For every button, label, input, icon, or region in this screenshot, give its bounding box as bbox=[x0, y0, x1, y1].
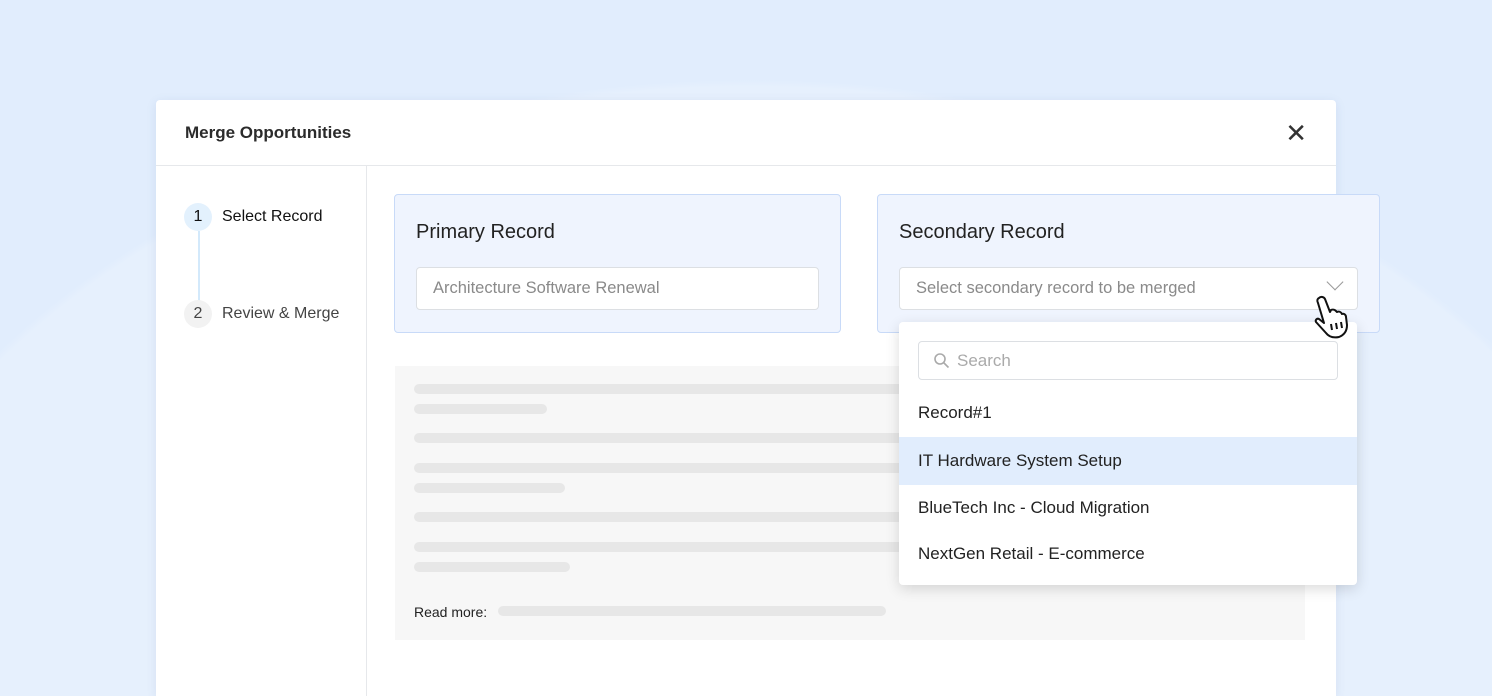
step-number: 2 bbox=[184, 300, 212, 328]
skeleton-line bbox=[414, 384, 904, 394]
secondary-record-dropdown: Search Record#1 IT Hardware System Setup… bbox=[899, 322, 1357, 585]
primary-record-field[interactable]: Architecture Software Renewal bbox=[416, 267, 819, 310]
step-select-record[interactable]: 1 Select Record bbox=[184, 203, 323, 231]
skeleton-line bbox=[414, 404, 547, 414]
skeleton-line bbox=[414, 483, 565, 493]
step-label: Review & Merge bbox=[222, 305, 340, 322]
skeleton-line bbox=[414, 562, 570, 572]
skeleton-line bbox=[414, 463, 904, 473]
modal-title: Merge Opportunities bbox=[185, 122, 352, 142]
close-icon[interactable]: ✕ bbox=[1285, 117, 1307, 148]
secondary-record-card: Secondary Record Select secondary record… bbox=[877, 194, 1380, 333]
modal-header: Merge Opportunities ✕ bbox=[156, 100, 1336, 166]
secondary-record-placeholder: Select secondary record to be merged bbox=[916, 279, 1196, 297]
skeleton-line bbox=[414, 512, 904, 522]
chevron-down-icon[interactable] bbox=[1326, 273, 1344, 291]
step-connector bbox=[198, 231, 200, 301]
skeleton-line bbox=[498, 606, 886, 616]
search-input[interactable]: Search bbox=[918, 341, 1338, 380]
dropdown-option[interactable]: NextGen Retail - E-commerce bbox=[918, 544, 1145, 563]
read-more-label: Read more: bbox=[414, 604, 488, 620]
skeleton-line bbox=[414, 433, 904, 443]
secondary-record-select[interactable]: Select secondary record to be merged bbox=[899, 267, 1358, 310]
step-label: Select Record bbox=[222, 208, 323, 225]
primary-record-card: Primary Record Architecture Software Ren… bbox=[394, 194, 841, 333]
primary-record-heading: Primary Record bbox=[416, 221, 555, 243]
search-icon bbox=[934, 352, 950, 368]
dropdown-option[interactable]: Record#1 bbox=[918, 403, 992, 422]
step-review-merge[interactable]: 2 Review & Merge bbox=[184, 300, 339, 328]
skeleton-line bbox=[414, 542, 904, 552]
dropdown-option-highlighted[interactable]: IT Hardware System Setup bbox=[899, 437, 1357, 485]
stepper: 1 Select Record 2 Review & Merge bbox=[156, 166, 367, 696]
step-number: 1 bbox=[184, 203, 212, 231]
hand-pointer-cursor-icon bbox=[1314, 295, 1348, 339]
dropdown-option[interactable]: BlueTech Inc - Cloud Migration bbox=[918, 498, 1150, 517]
search-placeholder: Search bbox=[957, 350, 1011, 370]
secondary-record-heading: Secondary Record bbox=[899, 221, 1065, 243]
